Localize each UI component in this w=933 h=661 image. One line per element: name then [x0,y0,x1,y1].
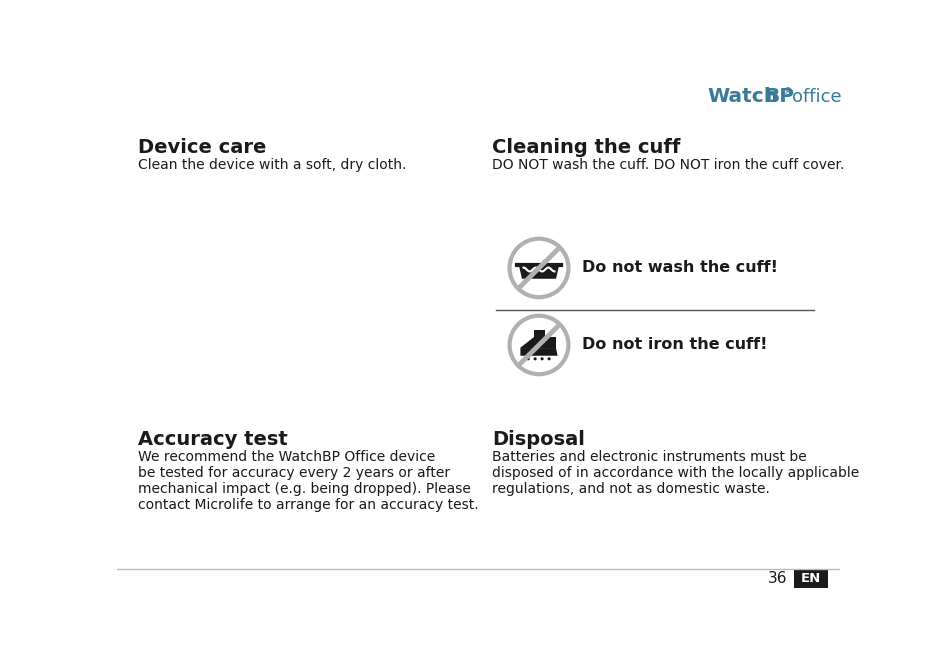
Text: EN: EN [801,572,821,585]
FancyBboxPatch shape [794,569,829,588]
Text: Do not iron the cuff!: Do not iron the cuff! [582,338,768,352]
Circle shape [509,239,568,297]
Text: BP: BP [764,87,795,106]
Text: ®: ® [783,87,793,97]
Text: DO NOT wash the cuff. DO NOT iron the cuff cover.: DO NOT wash the cuff. DO NOT iron the cu… [493,158,845,172]
Text: 36: 36 [768,571,787,586]
Polygon shape [519,265,559,279]
Polygon shape [521,337,556,348]
Text: Cleaning the cuff: Cleaning the cuff [493,138,681,157]
Text: Watch: Watch [707,87,778,106]
Text: We recommend the WatchBP Office device
be tested for accuracy every 2 years or a: We recommend the WatchBP Office device b… [138,449,479,512]
Circle shape [534,358,536,360]
Text: Clean the device with a soft, dry cloth.: Clean the device with a soft, dry cloth. [138,158,407,172]
Circle shape [540,358,544,360]
Text: Device care: Device care [138,138,267,157]
Text: Batteries and electronic instruments must be
disposed of in accordance with the : Batteries and electronic instruments mus… [493,449,859,496]
Circle shape [548,358,550,360]
Circle shape [509,316,568,374]
Polygon shape [521,348,558,356]
Circle shape [526,358,530,360]
Text: Disposal: Disposal [493,430,585,449]
Text: office: office [791,88,842,106]
Text: Accuracy test: Accuracy test [138,430,288,449]
Polygon shape [535,330,545,337]
Text: Do not wash the cuff!: Do not wash the cuff! [582,260,778,276]
